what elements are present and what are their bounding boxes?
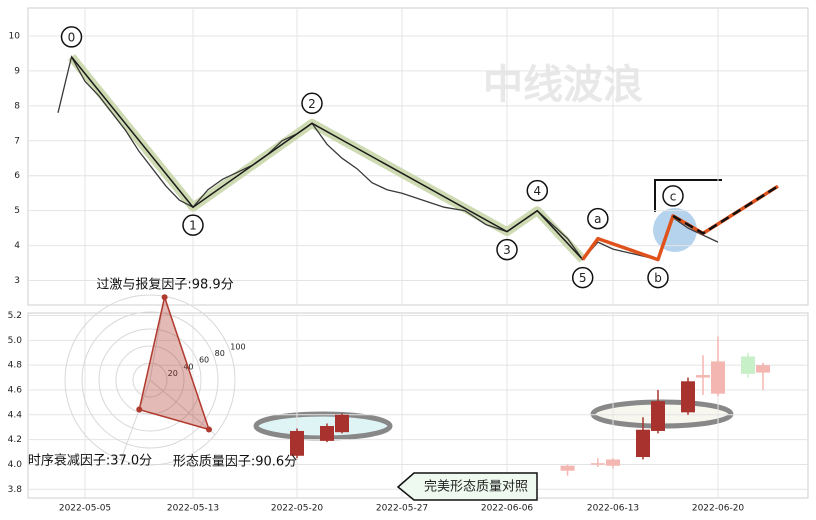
x-tick-label: 2022-06-06 (481, 504, 534, 514)
wave-label: c (670, 189, 677, 203)
x-tick-label: 2022-05-05 (59, 504, 111, 514)
wave-label: 2 (308, 97, 316, 111)
x-tick-label: 2022-06-13 (587, 504, 639, 514)
radar-label: 过激与报复因子:98.9分 (96, 278, 233, 293)
wave-label: 0 (68, 30, 76, 44)
y-tick-label: 8 (14, 101, 20, 111)
wave-marker (526, 179, 549, 202)
wave-label: 5 (579, 271, 587, 285)
radar-tick-label: 60 (199, 356, 209, 365)
wave-marker (301, 92, 323, 115)
wave-marker (496, 238, 518, 261)
x-tick-label: 2022-05-20 (271, 504, 324, 514)
x-tick-label: 2022-05-13 (167, 504, 219, 514)
radar-tick-label: 20 (168, 369, 178, 378)
price-line (57, 55, 719, 261)
wave-marker (587, 207, 609, 230)
wave-line (70, 56, 584, 261)
plot-layer: 2022-05-05 2022-05-13 2022-05-20 2022-05-27… (8, 8, 808, 514)
y-tick-label: 4.8 (8, 361, 23, 371)
candle-body (651, 401, 665, 431)
candle-body (320, 425, 334, 441)
wave-label: b (654, 271, 662, 285)
projection-dash (672, 185, 779, 235)
wave-label: a (594, 212, 601, 226)
candle-body (681, 381, 695, 413)
y-tick-label: 4.6 (8, 385, 23, 395)
y-tick-label: 4.0 (8, 460, 23, 470)
wave-marker (647, 266, 669, 289)
compare-button[interactable]: 完美形态质量对照 (396, 472, 538, 501)
candle-body (290, 430, 304, 456)
x-tick-label: 2022-06-20 (692, 504, 745, 514)
button-label[interactable]: 完美形态质量对照 (424, 480, 528, 495)
radar-area (138, 294, 211, 431)
wave-label: 4 (533, 184, 541, 198)
candle-body (636, 429, 650, 458)
y-tick-label: 7 (14, 136, 20, 146)
y-tick-label: 9 (14, 66, 20, 76)
wave-marker (60, 26, 83, 48)
candle-body (606, 459, 620, 466)
y-tick-label: 5.2 (8, 311, 22, 321)
y-tick-label: 3.8 (8, 485, 23, 495)
y-tick-label: 4.4 (8, 410, 23, 420)
wave-label: 1 (189, 219, 197, 233)
candle-body (590, 463, 605, 465)
wave-marker (662, 185, 684, 207)
radar-axis (149, 379, 216, 436)
radar-label: 时序衰减因子:37.0分 (28, 453, 152, 469)
y-tick-label: 4.2 (8, 435, 22, 445)
radar-point (136, 406, 143, 413)
radar-ring (98, 328, 202, 432)
y-tick-label: 3 (14, 276, 20, 286)
candle-body (696, 375, 710, 378)
upper-frame (27, 7, 809, 306)
radar-ring (115, 345, 185, 415)
radar-tick-label: 80 (215, 349, 225, 358)
y-tick-label: 5 (14, 206, 20, 216)
watermark: 中线波浪 (483, 62, 643, 108)
radar-label: 形态质量因子:90.6分 (173, 455, 297, 470)
radar-axis (120, 379, 151, 461)
radar-point (205, 426, 212, 433)
button-shape[interactable] (396, 472, 538, 501)
candle-body (741, 356, 755, 374)
radar-point (161, 294, 168, 301)
radar-ring (64, 294, 236, 466)
candle-body (711, 361, 725, 394)
candle-body (560, 465, 575, 471)
wave-marker (182, 214, 204, 236)
radar-tick-label: 100 (230, 342, 245, 351)
candle-body (756, 365, 770, 373)
y-tick-label: 5.0 (8, 336, 23, 346)
wave-marker (571, 266, 594, 289)
bracket (654, 179, 722, 212)
y-tick-label: 4 (14, 241, 20, 251)
y-tick-label: 10 (9, 31, 21, 41)
x-tick-label: 2022-05-27 (376, 504, 428, 514)
y-tick-label: 6 (14, 171, 20, 181)
candle-body (335, 414, 349, 433)
radar-ring (81, 311, 219, 449)
wave-label: 3 (503, 243, 511, 257)
